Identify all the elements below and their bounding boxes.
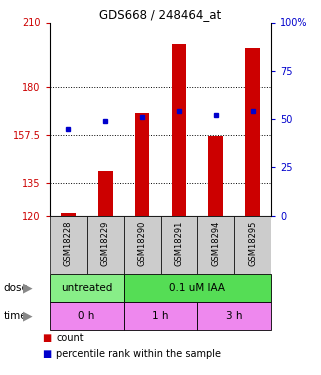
Text: untreated: untreated: [61, 283, 112, 293]
Text: GSM18295: GSM18295: [248, 220, 257, 266]
Text: 0.1 uM IAA: 0.1 uM IAA: [169, 283, 225, 293]
Text: ▶: ▶: [22, 309, 32, 322]
Bar: [245, 48, 260, 216]
Text: count: count: [56, 333, 84, 344]
Text: GSM18228: GSM18228: [64, 220, 73, 266]
Text: 0 h: 0 h: [78, 311, 95, 321]
Bar: [98, 171, 112, 216]
Bar: [135, 112, 149, 216]
Text: ■: ■: [42, 333, 51, 344]
Bar: [124, 216, 160, 274]
Title: GDS668 / 248464_at: GDS668 / 248464_at: [100, 8, 221, 21]
Text: ▶: ▶: [22, 281, 32, 294]
Text: GSM18291: GSM18291: [174, 220, 184, 266]
Bar: [234, 216, 271, 274]
Bar: [171, 44, 186, 216]
Bar: [209, 136, 223, 216]
Text: ■: ■: [42, 349, 51, 359]
Text: 3 h: 3 h: [226, 311, 243, 321]
Text: GSM18294: GSM18294: [211, 220, 221, 266]
Bar: [87, 216, 124, 274]
Bar: [61, 213, 76, 216]
Text: GSM18290: GSM18290: [137, 220, 147, 266]
Bar: [50, 216, 87, 274]
Bar: [197, 216, 234, 274]
Text: dose: dose: [3, 283, 28, 293]
Text: time: time: [3, 311, 27, 321]
Bar: [160, 216, 197, 274]
Text: 1 h: 1 h: [152, 311, 169, 321]
Text: percentile rank within the sample: percentile rank within the sample: [56, 349, 221, 359]
Text: GSM18229: GSM18229: [100, 220, 110, 266]
